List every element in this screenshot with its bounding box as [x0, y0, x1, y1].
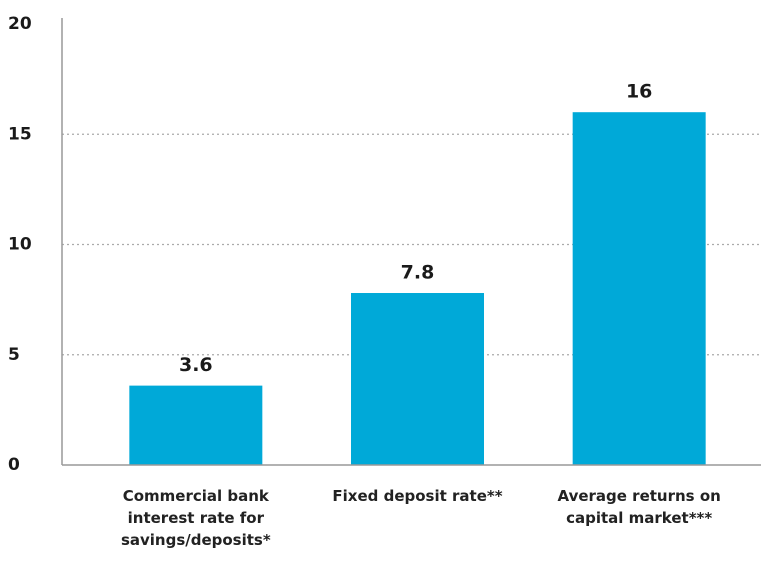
y-tick-label: 0	[8, 455, 20, 475]
bar	[351, 293, 484, 465]
bar	[572, 112, 706, 465]
value-label: 3.6	[179, 354, 213, 376]
y-tick-label: 15	[8, 124, 32, 144]
x-tick-label: Fixed deposit rate**	[332, 487, 503, 505]
bar	[129, 385, 263, 465]
value-label: 7.8	[401, 262, 435, 284]
y-tick-label: 5	[8, 345, 20, 365]
value-label: 16	[626, 81, 652, 103]
x-tick-label: Commercial bank interest rate for saving…	[120, 487, 271, 549]
x-tick-label: Average returns on capital market***	[557, 487, 721, 527]
y-tick-label: 20	[8, 14, 32, 34]
y-tick-label: 10	[8, 235, 32, 255]
